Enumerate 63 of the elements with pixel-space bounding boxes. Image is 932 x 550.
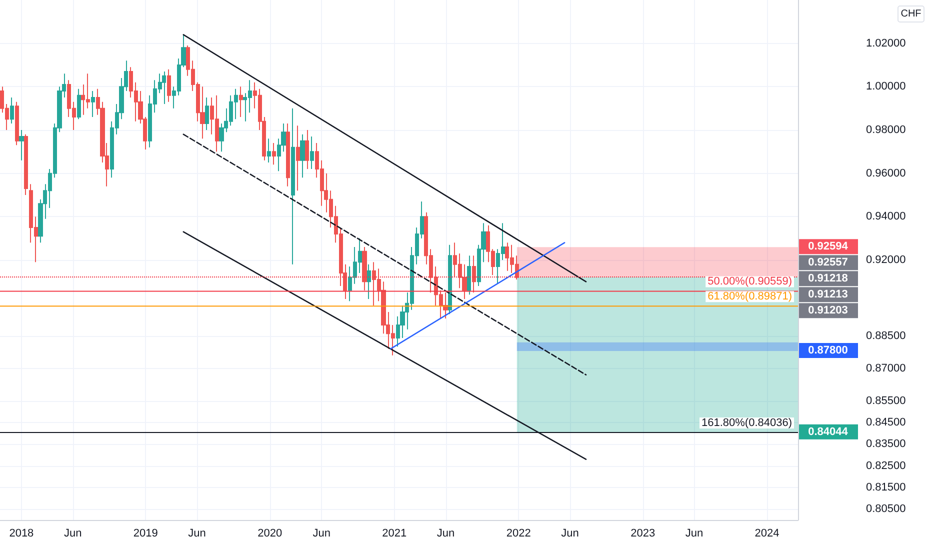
y-tick-label: 0.82500 xyxy=(866,460,906,472)
x-tick-label: Jun xyxy=(561,528,579,540)
candlestick xyxy=(472,255,476,293)
text: CHF xyxy=(900,8,922,20)
candlestick xyxy=(467,255,471,296)
text: 0.91203 xyxy=(808,304,848,317)
x-tick-label: 2021 xyxy=(382,528,407,540)
y-tick-label: 0.84500 xyxy=(866,416,906,428)
x-tick-label: Jun xyxy=(312,528,330,540)
x-tick-label: 2022 xyxy=(506,528,531,540)
candlestick xyxy=(15,101,19,146)
candlestick xyxy=(91,90,95,118)
band-label: 0.84044 xyxy=(808,426,849,438)
text: 0.91213 xyxy=(808,288,848,301)
candlestick xyxy=(200,86,205,140)
y-tick-label: 0.83500 xyxy=(866,438,906,450)
y-tick-label: 0.80500 xyxy=(866,503,906,516)
candlestick xyxy=(300,134,305,178)
y-tick-label: 0.85500 xyxy=(866,394,906,407)
y-tick-label: 0.81500 xyxy=(866,482,906,494)
y-tick-label: 0.92000 xyxy=(866,254,906,266)
candlestick xyxy=(272,142,276,166)
text: 0.92557 xyxy=(808,256,848,269)
y-tick-label: 0.98000 xyxy=(866,124,906,136)
y-tick-label: 0.88500 xyxy=(866,330,906,342)
candlestick xyxy=(10,97,14,124)
candlestick xyxy=(77,88,81,120)
candlestick xyxy=(167,68,171,102)
x-tick-label: Jun xyxy=(436,528,455,540)
ref-line-label: 50.00%(0.90559) xyxy=(708,276,792,288)
candlestick xyxy=(362,246,367,291)
candlestick xyxy=(205,97,209,130)
candlestick xyxy=(305,130,309,170)
band-label: 0.92594 xyxy=(808,240,849,253)
ref-line-label: 61.80%(0.89871) xyxy=(708,290,792,303)
y-tick-label: 0.96000 xyxy=(866,167,906,180)
candlestick xyxy=(286,123,290,187)
candlestick xyxy=(19,130,24,161)
candlestick xyxy=(310,136,314,170)
y-tick-label: 1.02000 xyxy=(866,37,906,50)
candlestick xyxy=(162,71,166,104)
x-tick-label: Jun xyxy=(188,528,206,540)
y-tick-label: 0.87000 xyxy=(866,362,906,374)
candlestick xyxy=(267,138,271,163)
candlestick xyxy=(448,244,452,315)
x-tick-label: Jun xyxy=(685,528,704,540)
candlestick xyxy=(443,292,448,319)
candlestick xyxy=(239,86,243,118)
candlestick xyxy=(291,108,295,265)
x-tick-label: 2024 xyxy=(754,528,780,540)
ref-line-label: 161.80%(0.84036) xyxy=(701,417,792,430)
text: 0.91218 xyxy=(808,272,848,285)
band-label: 0.87800 xyxy=(808,344,848,356)
x-tick-label: 2018 xyxy=(9,528,34,540)
candlestick xyxy=(24,134,28,196)
x-tick-label: Jun xyxy=(64,528,82,540)
candlestick xyxy=(296,125,300,192)
x-tick-label: 2019 xyxy=(133,528,158,540)
y-tick-label: 1.00000 xyxy=(866,80,906,93)
candlestick xyxy=(367,264,371,300)
x-tick-label: 2023 xyxy=(630,528,656,540)
y-tick-label: 0.94000 xyxy=(866,210,906,223)
x-tick-label: 2020 xyxy=(258,528,282,540)
